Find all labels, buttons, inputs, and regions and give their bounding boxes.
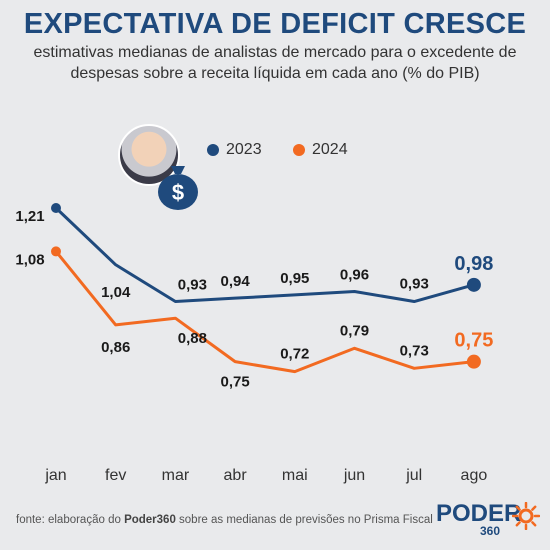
data-label-2024: 0,86 (101, 339, 130, 356)
x-tick-label: mar (162, 467, 190, 484)
legend-marker-2023 (207, 144, 219, 156)
data-point-2023 (466, 277, 481, 292)
data-label-2024: 0,72 (280, 346, 309, 363)
data-label-2023: 1,21 (15, 208, 44, 225)
x-tick-label: jan (44, 467, 66, 484)
data-label-2024: 0,73 (400, 342, 429, 359)
money-bag-symbol: $ (172, 180, 184, 205)
data-label-2023: 0,93 (178, 277, 207, 294)
x-tick-label: fev (105, 467, 126, 484)
data-label-2023: 1,04 (101, 284, 131, 301)
data-label-2023: 0,98 (454, 253, 493, 275)
data-label-2023: 0,94 (220, 273, 250, 290)
series-line-2023 (54, 206, 475, 304)
source-prefix: fonte: elaboração do (16, 514, 125, 526)
legend-item-2023: 2023 (207, 141, 262, 159)
sun-logo-icon (512, 502, 540, 530)
data-point-2024 (51, 246, 61, 257)
legend-label-2023: 2023 (226, 141, 262, 158)
data-label-2024: 0,79 (340, 322, 369, 339)
x-tick-label: ago (461, 467, 488, 484)
source-suffix: sobre as medianas de previsões no Prisma… (175, 514, 433, 526)
data-point-2023 (51, 203, 61, 213)
data-label-2024: 0,75 (220, 374, 249, 391)
data-point-2024 (466, 354, 481, 369)
data-label-2024: 1,08 (15, 251, 44, 268)
money-bag-icon: $ (158, 166, 198, 210)
x-tick-label: abr (224, 467, 248, 484)
data-label-2023: 0,96 (340, 267, 369, 284)
series-line-2024 (54, 250, 475, 374)
legend-item-2024: 2024 (293, 141, 348, 159)
data-label-2023: 0,93 (400, 276, 429, 293)
chart-subtitle: estimativas medianas de analistas de mer… (33, 44, 517, 82)
logo-number: 360 (480, 524, 501, 538)
x-tick-label: mai (282, 467, 308, 484)
x-tick-label: jul (405, 467, 422, 484)
source-brand: Poder360 (124, 514, 176, 526)
data-label-2024: 0,88 (178, 330, 207, 347)
x-tick-label: jun (343, 467, 365, 484)
data-label-2023: 0,95 (280, 270, 309, 287)
chart-title: EXPECTATIVA DE DEFICIT CRESCE (23, 8, 527, 40)
legend-label-2024: 2024 (312, 141, 348, 158)
legend-marker-2024 (293, 144, 305, 156)
data-label-2024: 0,75 (454, 330, 493, 352)
logo-name: PODER (436, 500, 522, 527)
source-note: fonte: elaboração do Poder360 sobre as m… (16, 514, 433, 526)
poder360-logo: PODER 360 (436, 500, 540, 538)
